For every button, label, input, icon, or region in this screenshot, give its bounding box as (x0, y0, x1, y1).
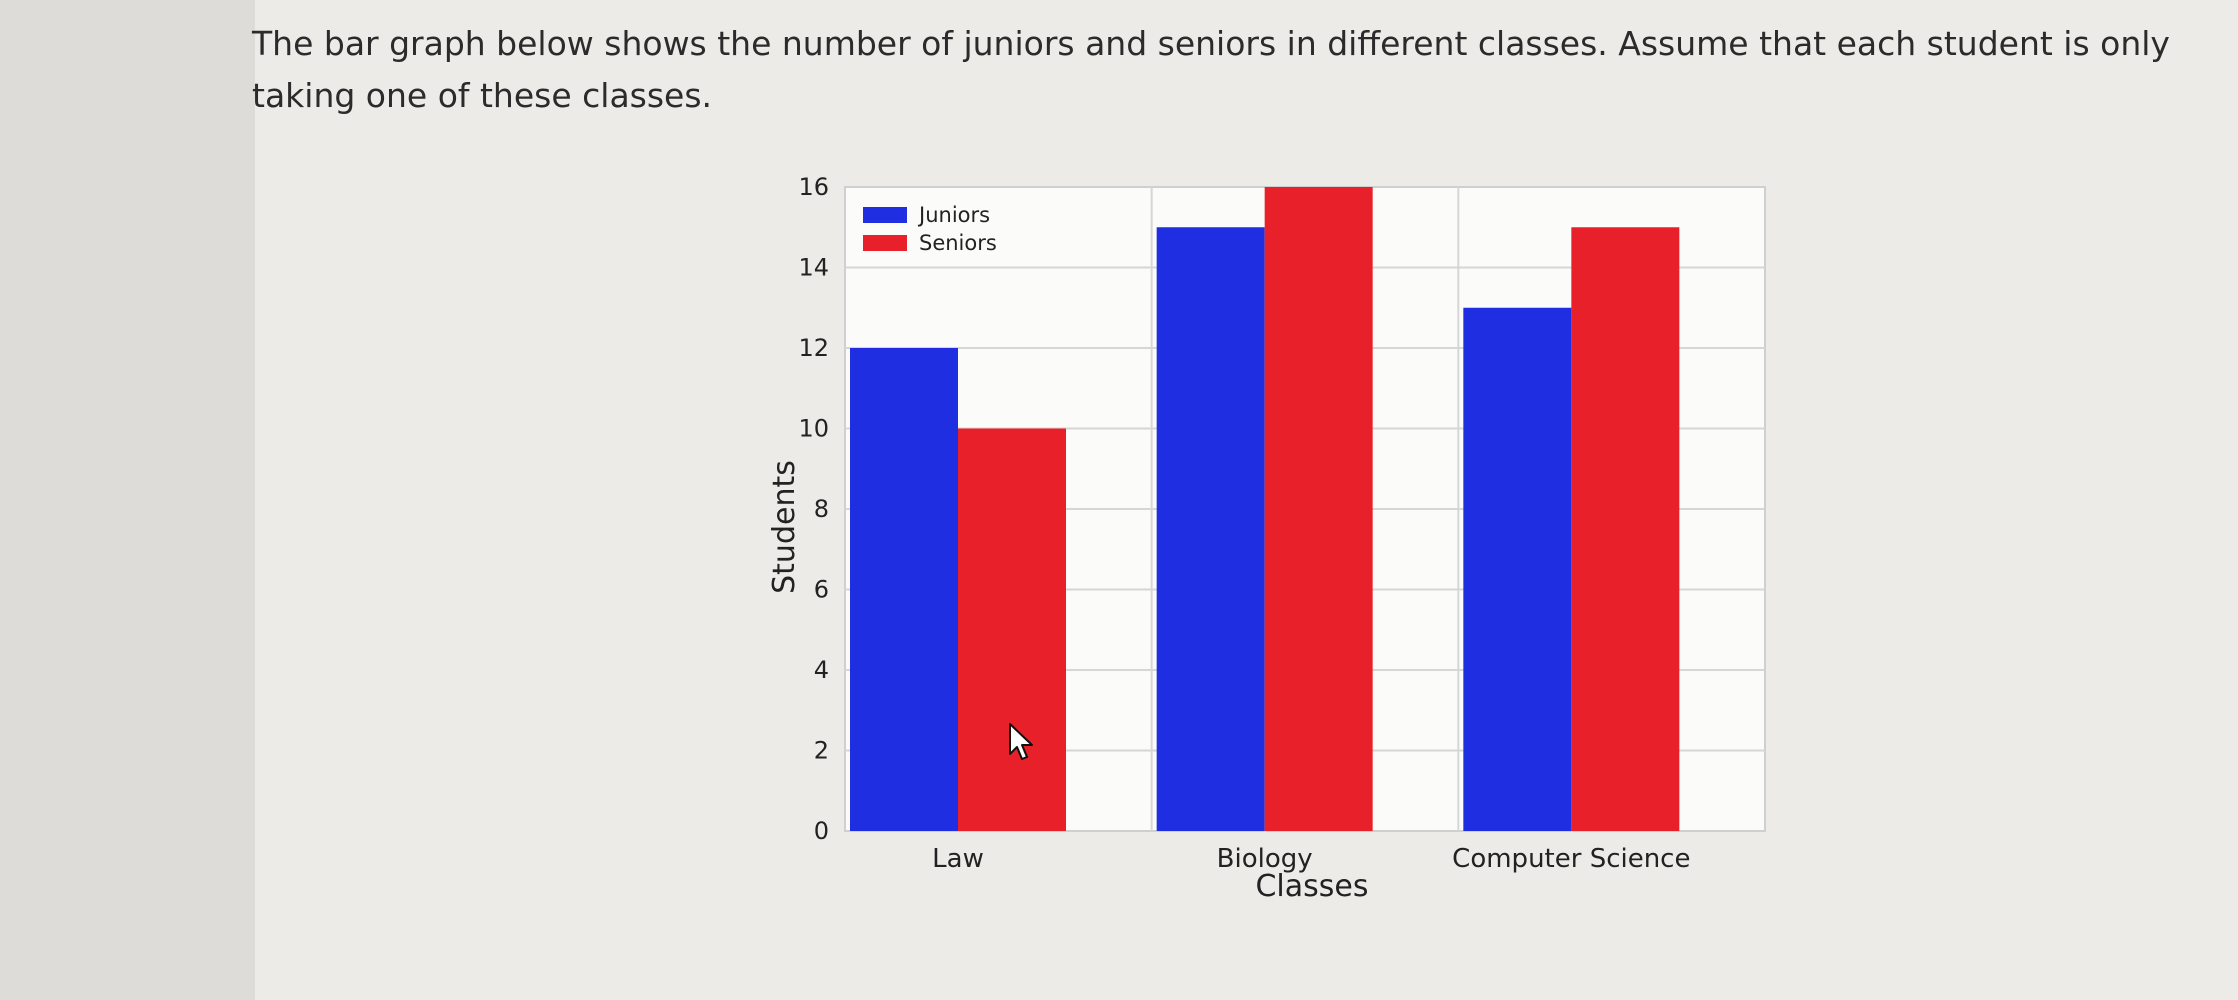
y-tick-label: 10 (798, 415, 829, 443)
bars (850, 187, 1680, 831)
question-text: The bar graph below shows the number of … (252, 24, 2170, 115)
y-tick-labels: 0 2 4 6 8 10 12 14 16 (798, 173, 829, 845)
x-tick-label: Biology (1217, 844, 1313, 874)
bar-juniors-law (850, 348, 958, 831)
x-tick-label: Law (932, 844, 984, 874)
y-tick-label: 8 (814, 495, 829, 523)
bar-juniors-biology (1156, 227, 1265, 831)
bar-seniors-computer-science (1571, 227, 1680, 831)
bar-juniors-computer-science (1463, 307, 1572, 831)
legend-label-juniors: Juniors (917, 203, 990, 227)
x-tick-label: Computer Science (1452, 844, 1690, 874)
y-tick-label: 12 (798, 334, 829, 362)
y-axis-label: Students (767, 460, 802, 594)
legend: Juniors Seniors (863, 203, 997, 255)
mouse-pointer-icon (1009, 723, 1033, 760)
left-margin-strip (0, 0, 257, 1000)
y-tick-label: 4 (814, 656, 829, 684)
legend-label-seniors: Seniors (919, 231, 997, 255)
x-axis-label: Classes (1255, 869, 1368, 904)
bar-seniors-law (958, 428, 1066, 831)
legend-swatch-juniors (863, 207, 907, 223)
y-tick-label: 0 (814, 817, 829, 845)
y-tick-label: 16 (798, 173, 829, 201)
y-tick-label: 2 (814, 737, 829, 765)
bar-seniors-biology (1264, 187, 1373, 831)
x-tick-labels: Law Biology Computer Science (932, 844, 1690, 874)
y-tick-label: 6 (814, 576, 829, 604)
legend-swatch-seniors (863, 235, 907, 251)
y-tick-label: 14 (798, 254, 829, 282)
